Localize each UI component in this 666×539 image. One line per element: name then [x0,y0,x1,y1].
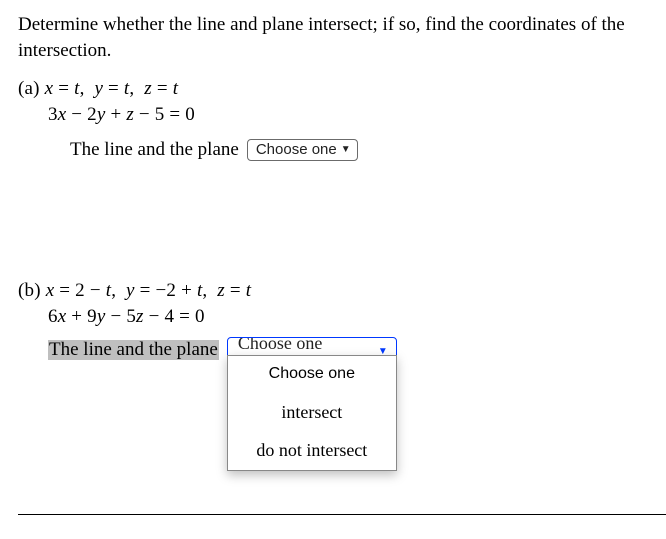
part-b-line-eq: (b) x = 2 − t, y = −2 + t, z = t [18,281,648,301]
part-b-answer-row: The line and the plane Choose one ▼ Choo… [18,337,648,363]
part-b: (b) x = 2 − t, y = −2 + t, z = t 6x + 9y… [18,281,648,363]
part-b-label: (b) [18,280,41,301]
part-a-line-eq: (a) x = t, y = t, z = t [18,79,648,99]
part-a-plane-eq: 3x − 2y + z − 5 = 0 [18,105,648,125]
dropdown-option-intersect[interactable]: intersect [228,393,396,432]
part-a-dropdown-label: Choose one [256,142,337,158]
part-b-dropdown-menu: Choose one intersect do not intersect [227,355,397,472]
part-b-dropdown-label: Choose one [238,337,323,353]
part-a: (a) x = t, y = t, z = t 3x − 2y + z − 5 … [18,79,648,161]
part-a-dropdown[interactable]: Choose one ▼ [247,139,358,161]
part-a-label: (a) [18,78,40,99]
dropdown-option-do-not-intersect[interactable]: do not intersect [228,431,396,470]
part-a-answer-row: The line and the plane Choose one ▼ [18,139,648,161]
part-b-answer-prefix: The line and the plane [48,340,219,360]
chevron-down-icon: ▼ [341,145,351,155]
dropdown-option-placeholder[interactable]: Choose one [228,356,396,393]
part-a-answer-prefix: The line and the plane [70,140,239,160]
divider [18,514,666,515]
question-prompt: Determine whether the line and plane int… [18,12,648,63]
part-b-plane-eq: 6x + 9y − 5z − 4 = 0 [18,307,648,327]
